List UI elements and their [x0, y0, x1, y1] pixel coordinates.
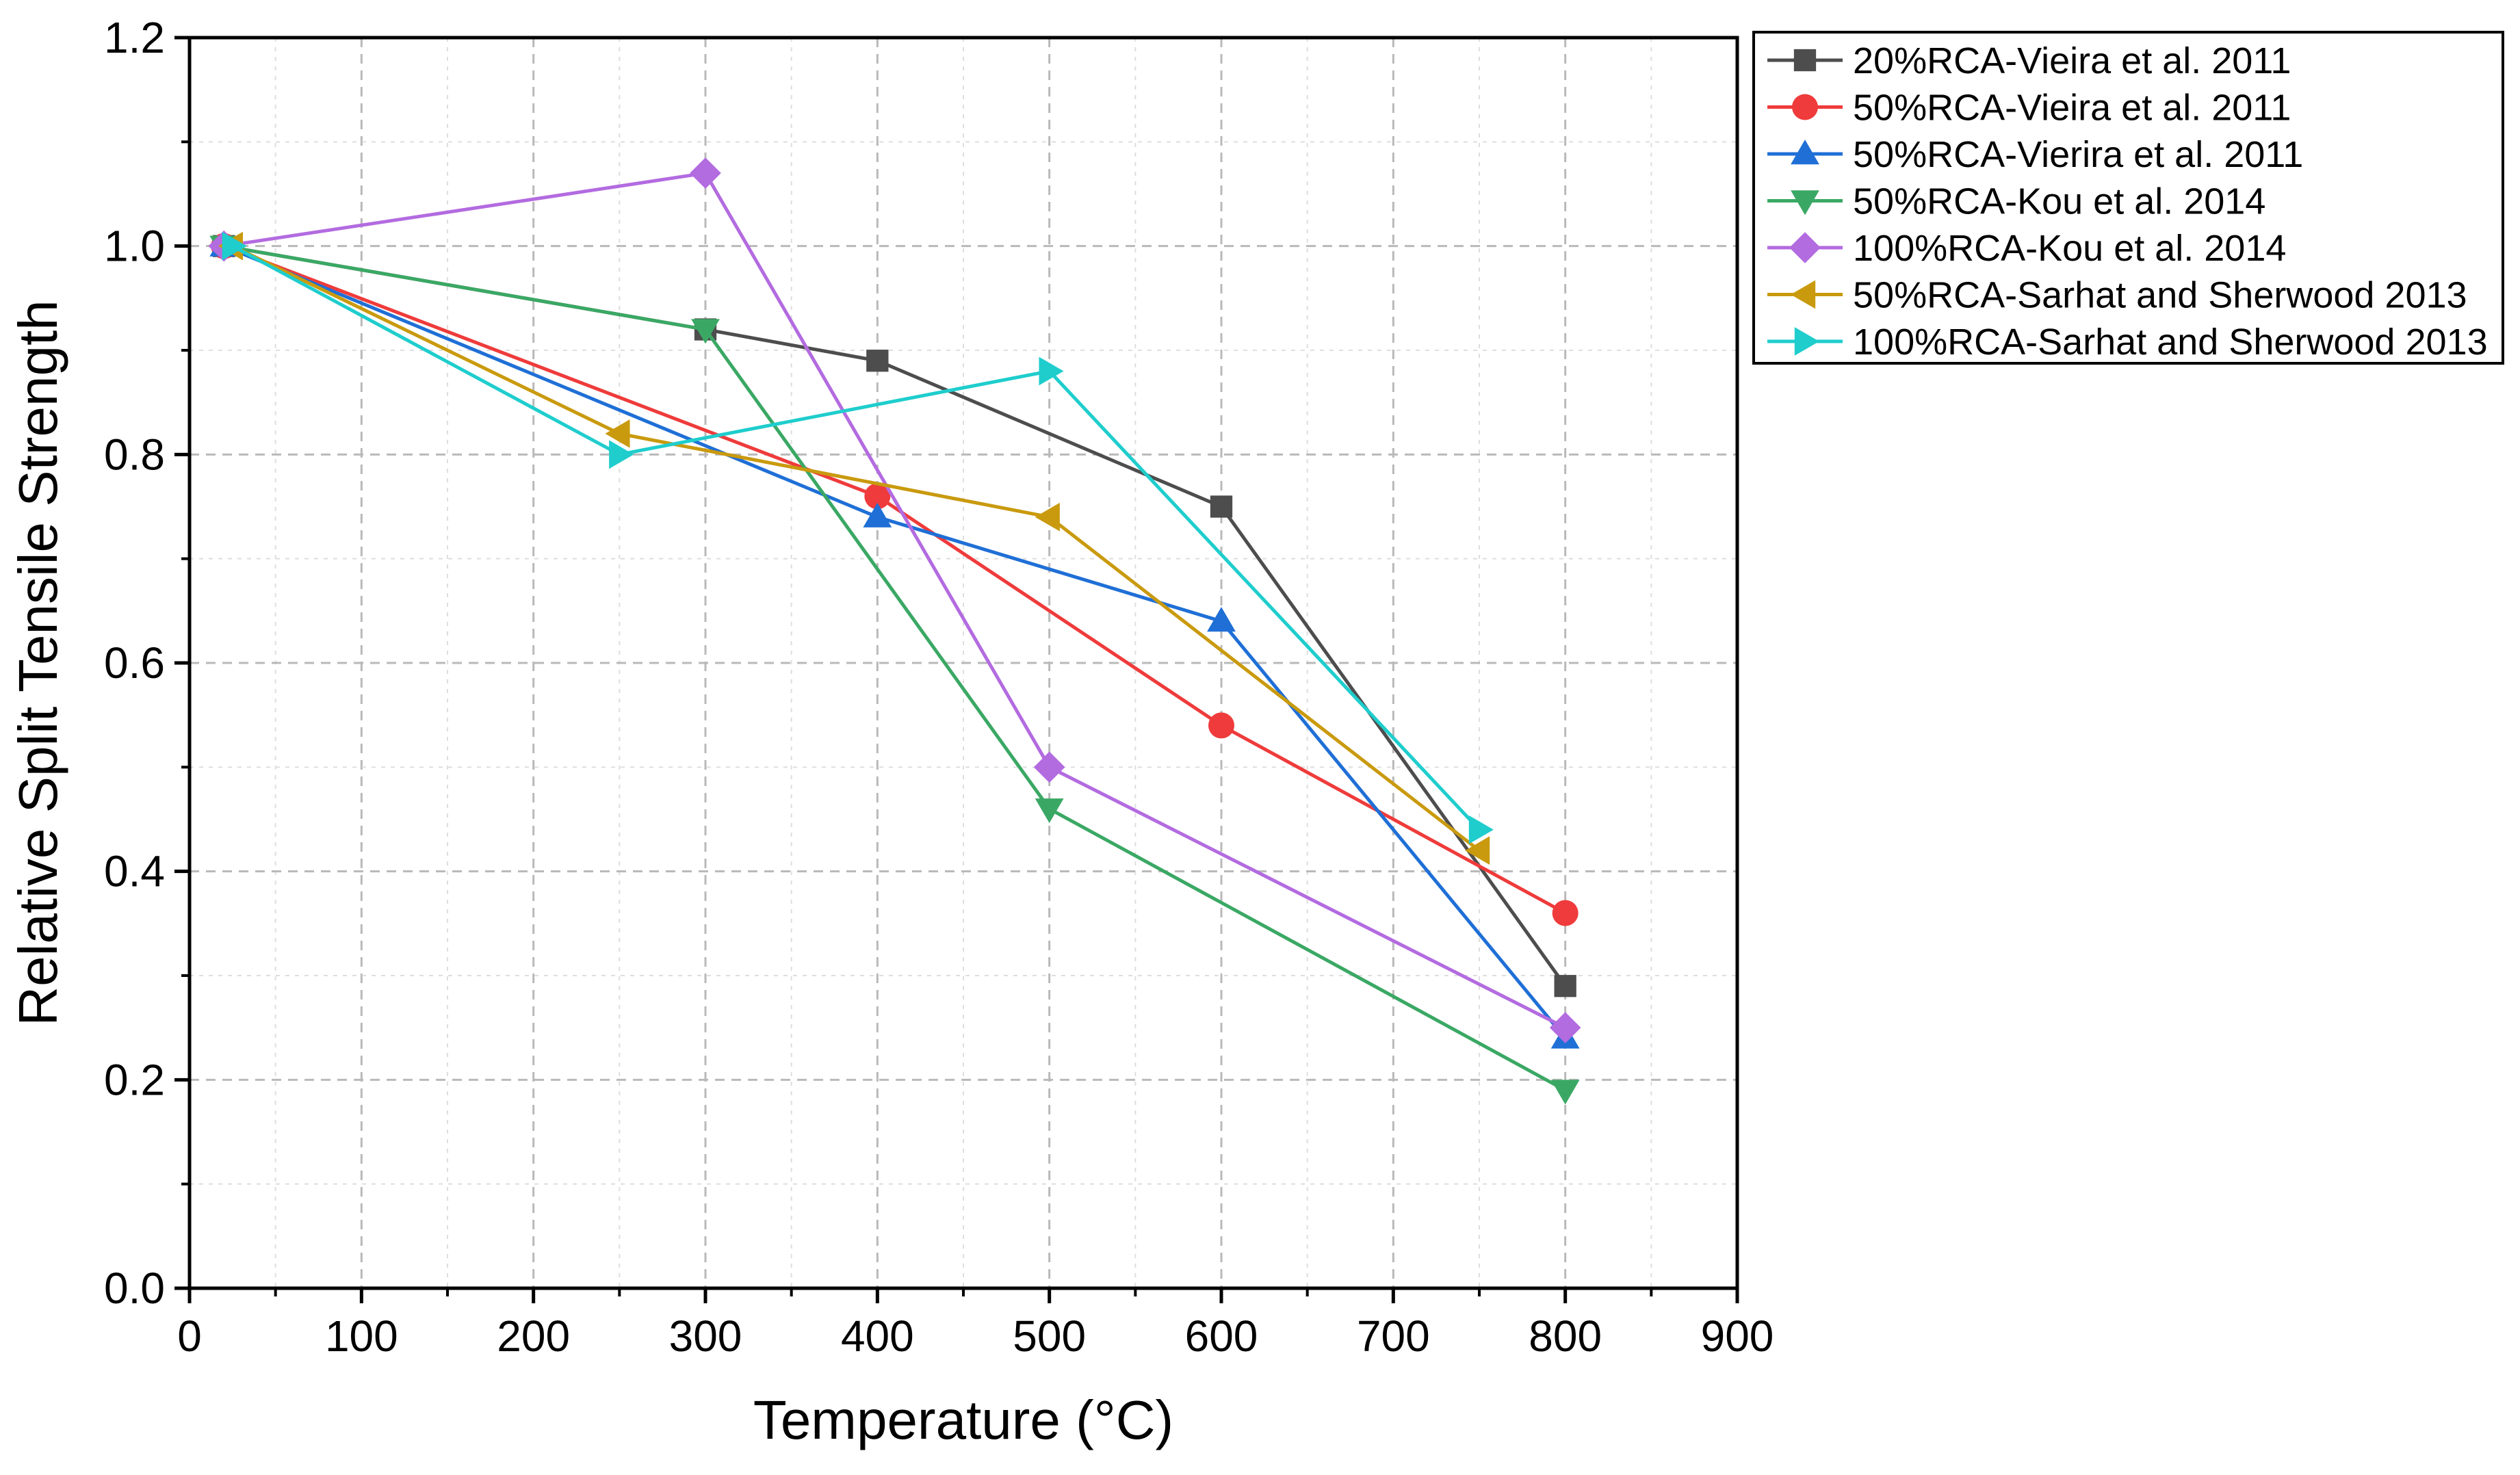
data-point [863, 502, 892, 527]
x-tick-label: 600 [1185, 1311, 1258, 1361]
legend-marker [1794, 327, 1819, 356]
x-tick-label: 100 [325, 1311, 398, 1361]
series-1 [213, 235, 1576, 997]
axis-ticks: 0 100 200 300 400 500 600 700 800 900 0.0 0.2 0.4 0.6… [104, 13, 1774, 1361]
data-point [1550, 1080, 1580, 1105]
data-point [1552, 900, 1579, 926]
data-point [1465, 836, 1490, 865]
series-line [223, 244, 1566, 1092]
data-point [1468, 815, 1494, 844]
y-tick-label: 1.2 [104, 13, 165, 62]
legend-marker [1792, 94, 1818, 120]
legend-entry: 20%RCA-Vieira et al. 2011 [1767, 40, 2291, 81]
x-tick-label: 0 [177, 1311, 202, 1361]
legend-marker [1791, 190, 1819, 216]
y-tick-label: 0.4 [104, 847, 165, 896]
y-tick-label: 0.8 [104, 430, 165, 479]
data-point [864, 483, 891, 510]
legend-marker [1793, 49, 1817, 72]
data-point [1039, 356, 1064, 386]
legend-marker [1789, 232, 1821, 263]
legend-label: 50%RCA-Vieira et al. 2011 [1853, 88, 2291, 129]
x-tick-label: 500 [1013, 1311, 1086, 1361]
legend-label: 100%RCA-Kou et al. 2014 [1853, 228, 2286, 269]
data-point [1210, 495, 1233, 518]
data-point [609, 440, 634, 469]
y-tick-label: 0.0 [104, 1264, 165, 1313]
series-5 [208, 157, 1581, 1043]
x-tick-label: 900 [1701, 1311, 1774, 1361]
y-tick-label: 1.0 [104, 222, 165, 271]
y-tick-label: 0.2 [104, 1055, 165, 1104]
series-4 [209, 235, 1580, 1105]
data-point [1208, 712, 1234, 739]
legend-frame [1752, 31, 2504, 365]
legend-label: 100%RCA-Sarhat and Sherwood 2013 [1853, 322, 2488, 363]
legend-marker [1791, 280, 1816, 309]
data-point [1549, 1012, 1581, 1043]
x-tick-label: 300 [669, 1311, 742, 1361]
legend-label: 50%RCA-Vierira et al. 2011 [1853, 134, 2303, 175]
x-tick-label: 800 [1529, 1311, 1602, 1361]
legend-entry: 50%RCA-Kou et al. 2014 [1767, 181, 2265, 222]
series-6 [218, 231, 1490, 865]
series-line [223, 244, 1567, 987]
data-point [1207, 607, 1236, 632]
grid [190, 38, 1737, 1288]
legend-label: 50%RCA-Kou et al. 2014 [1853, 181, 2265, 222]
series-line [231, 244, 1481, 831]
series-layer [208, 157, 1581, 1105]
series-line [223, 171, 1566, 1030]
data-point [866, 350, 889, 372]
data-point [222, 231, 247, 261]
x-axis-title: Temperature (°C) [753, 1389, 1173, 1450]
data-point [1554, 975, 1576, 997]
series-line [231, 244, 1481, 852]
series-3 [209, 231, 1580, 1049]
legend-entry: 50%RCA-Sarhat and Sherwood 2013 [1767, 275, 2467, 316]
data-point [690, 157, 721, 189]
x-tick-label: 200 [497, 1311, 570, 1361]
legend-label: 20%RCA-Vieira et al. 2011 [1853, 40, 2291, 81]
legend-marker [1791, 140, 1819, 165]
x-tick-label: 400 [841, 1311, 914, 1361]
y-tick-label: 0.6 [104, 638, 165, 688]
data-point [1035, 798, 1064, 824]
legend-label: 50%RCA-Sarhat and Sherwood 2013 [1853, 275, 2467, 316]
legend-entry: 50%RCA-Vieira et al. 2011 [1767, 88, 2291, 129]
data-point [605, 419, 630, 448]
series-7 [222, 231, 1494, 844]
series-line [223, 244, 1566, 915]
legend-entry: 100%RCA-Kou et al. 2014 [1767, 228, 2286, 269]
y-axis-title: Relative Split Tensile Strength [8, 300, 68, 1026]
series-line [223, 244, 1567, 1039]
legend-entry: 100%RCA-Sarhat and Sherwood 2013 [1767, 322, 2488, 363]
data-point [1035, 502, 1060, 532]
data-point [1033, 751, 1065, 783]
x-tick-label: 700 [1357, 1311, 1430, 1361]
legend-entry: 50%RCA-Vierira et al. 2011 [1767, 134, 2303, 175]
series-2 [211, 233, 1579, 926]
data-point [691, 319, 720, 344]
legend: 20%RCA-Vieira et al. 2011 50%RCA-Vieira e… [1752, 31, 2504, 365]
